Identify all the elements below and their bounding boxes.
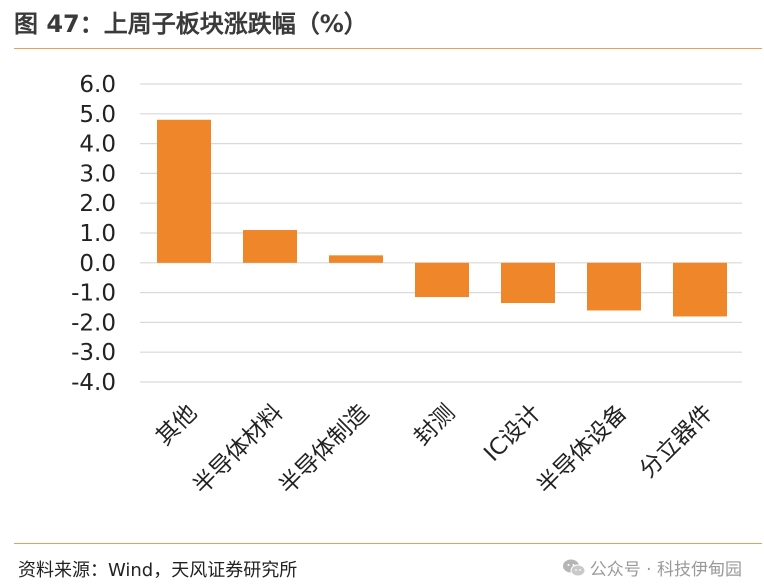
- gridlines: [140, 83, 742, 383]
- page-title: 图 47：上周子板块涨跌幅（%）: [14, 10, 368, 38]
- header-divider: [14, 48, 762, 49]
- x-tick-label: 半导体制造: [275, 400, 375, 500]
- y-tick-label: -2.0: [71, 310, 116, 336]
- bar: [501, 262, 555, 304]
- watermark: 公众号 · 科技伊甸园: [562, 555, 742, 580]
- bar: [415, 262, 469, 298]
- wechat-icon: [562, 559, 586, 576]
- source-note: 资料来源：Wind，天风证券研究所: [18, 560, 298, 581]
- bar: [673, 262, 727, 317]
- y-tick-label: -3.0: [71, 340, 116, 366]
- y-tick-label: -1.0: [71, 281, 116, 307]
- bar: [243, 230, 297, 263]
- bar: [587, 262, 641, 311]
- bar-chart: 6.0 5.0 4.0 3.0 2.0 1.0 0.0 -1.0 -2.0 -3.0 -4.0 其他…: [71, 72, 742, 500]
- y-tick-label: 5.0: [79, 102, 116, 128]
- x-tick-label: 半导体材料: [189, 400, 289, 500]
- y-tick-label: 4.0: [79, 132, 116, 158]
- bar: [157, 119, 211, 263]
- y-axis-ticks: 6.0 5.0 4.0 3.0 2.0 1.0 0.0 -1.0 -2.0 -3.0 -4.0: [71, 72, 116, 396]
- bar: [329, 255, 383, 263]
- y-tick-label: 2.0: [79, 191, 116, 217]
- watermark-text: 公众号 · 科技伊甸园: [589, 560, 742, 580]
- bars: [157, 119, 727, 317]
- y-tick-label: 0.0: [79, 251, 116, 277]
- y-tick-label: 3.0: [79, 161, 116, 187]
- x-tick-label: 其他: [151, 400, 202, 451]
- y-tick-label: 1.0: [79, 221, 116, 247]
- x-tick-label: IC设计: [479, 400, 546, 467]
- x-tick-label: 分立器件: [635, 400, 718, 483]
- footer-divider: [14, 543, 762, 544]
- y-tick-label: 6.0: [79, 72, 116, 98]
- y-tick-label: -4.0: [71, 370, 116, 396]
- x-tick-label: 半导体设备: [533, 400, 633, 500]
- x-tick-label: 封测: [409, 400, 460, 451]
